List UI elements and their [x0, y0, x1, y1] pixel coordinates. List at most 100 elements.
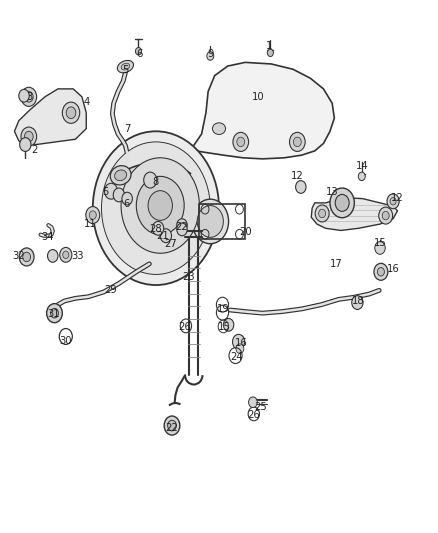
Text: 2: 2	[31, 145, 37, 155]
Circle shape	[89, 211, 96, 219]
Circle shape	[358, 172, 365, 181]
Text: 9: 9	[207, 50, 213, 59]
Circle shape	[382, 212, 389, 220]
Circle shape	[177, 223, 187, 236]
Circle shape	[25, 92, 33, 102]
Text: 30: 30	[60, 336, 72, 346]
Circle shape	[164, 416, 180, 435]
Circle shape	[66, 107, 76, 118]
Circle shape	[93, 131, 219, 285]
Text: 23: 23	[182, 272, 195, 282]
Text: 10: 10	[252, 92, 265, 102]
Text: 31: 31	[47, 309, 60, 319]
Text: 33: 33	[71, 251, 84, 261]
Circle shape	[86, 207, 100, 223]
Text: 26: 26	[247, 410, 260, 420]
Circle shape	[267, 49, 273, 56]
Circle shape	[50, 309, 58, 318]
Text: 29: 29	[104, 285, 117, 295]
Circle shape	[63, 251, 69, 259]
Text: 13: 13	[326, 187, 339, 197]
Ellipse shape	[212, 123, 226, 134]
Circle shape	[197, 206, 223, 237]
Circle shape	[21, 127, 37, 146]
Circle shape	[236, 344, 244, 353]
Circle shape	[21, 87, 37, 107]
Text: 4: 4	[83, 97, 89, 107]
Circle shape	[47, 249, 58, 262]
Text: 5: 5	[102, 187, 109, 197]
Text: 32: 32	[13, 251, 25, 261]
Circle shape	[207, 52, 214, 60]
Ellipse shape	[115, 170, 127, 181]
Text: 28: 28	[150, 224, 162, 235]
Circle shape	[168, 420, 177, 431]
Circle shape	[113, 188, 124, 202]
Polygon shape	[14, 89, 86, 144]
Circle shape	[160, 229, 172, 243]
Circle shape	[25, 131, 33, 142]
Text: 15: 15	[374, 238, 386, 248]
Circle shape	[60, 247, 72, 262]
Text: 12: 12	[391, 192, 404, 203]
Text: 20: 20	[239, 227, 251, 237]
Circle shape	[330, 188, 354, 217]
Circle shape	[315, 205, 329, 222]
Circle shape	[152, 221, 164, 235]
Circle shape	[19, 248, 34, 266]
Ellipse shape	[110, 166, 131, 185]
Circle shape	[23, 252, 31, 262]
Text: 27: 27	[164, 239, 177, 249]
Circle shape	[352, 296, 363, 310]
Text: 12: 12	[291, 172, 304, 181]
Ellipse shape	[121, 63, 130, 70]
Text: 21: 21	[156, 231, 169, 241]
Circle shape	[378, 268, 385, 276]
Text: 16: 16	[234, 338, 247, 349]
Text: 26: 26	[178, 322, 191, 333]
Text: 1: 1	[266, 42, 272, 52]
Circle shape	[390, 198, 396, 205]
Text: 7: 7	[124, 124, 131, 134]
Circle shape	[296, 181, 306, 193]
Text: 19: 19	[217, 304, 230, 314]
Circle shape	[290, 132, 305, 151]
Text: 24: 24	[230, 352, 243, 361]
Circle shape	[47, 304, 62, 322]
Circle shape	[144, 172, 157, 188]
Circle shape	[237, 137, 245, 147]
Circle shape	[319, 209, 325, 217]
Ellipse shape	[117, 60, 134, 73]
Circle shape	[136, 176, 184, 235]
Circle shape	[223, 318, 234, 331]
Circle shape	[62, 102, 80, 123]
Circle shape	[375, 241, 385, 254]
Circle shape	[148, 191, 173, 220]
Text: 16: 16	[387, 264, 399, 274]
Text: 11: 11	[84, 219, 97, 229]
Circle shape	[122, 192, 132, 205]
Circle shape	[236, 335, 244, 346]
Polygon shape	[191, 62, 334, 159]
Circle shape	[20, 138, 31, 151]
Text: 18: 18	[352, 296, 364, 306]
Circle shape	[19, 90, 29, 102]
Text: 22: 22	[176, 222, 188, 232]
Circle shape	[374, 263, 388, 280]
Circle shape	[102, 142, 210, 274]
Text: 6: 6	[137, 50, 143, 59]
Circle shape	[387, 194, 399, 209]
Polygon shape	[311, 198, 397, 230]
Text: 17: 17	[330, 259, 343, 269]
Text: 14: 14	[356, 161, 369, 171]
Circle shape	[135, 47, 141, 55]
Text: 34: 34	[41, 232, 53, 243]
Circle shape	[105, 183, 117, 199]
Circle shape	[192, 199, 229, 244]
Text: 15: 15	[218, 322, 231, 333]
Text: 8: 8	[153, 176, 159, 187]
Circle shape	[233, 334, 245, 349]
Circle shape	[335, 195, 349, 212]
Circle shape	[293, 137, 301, 147]
Text: 5: 5	[122, 66, 129, 75]
